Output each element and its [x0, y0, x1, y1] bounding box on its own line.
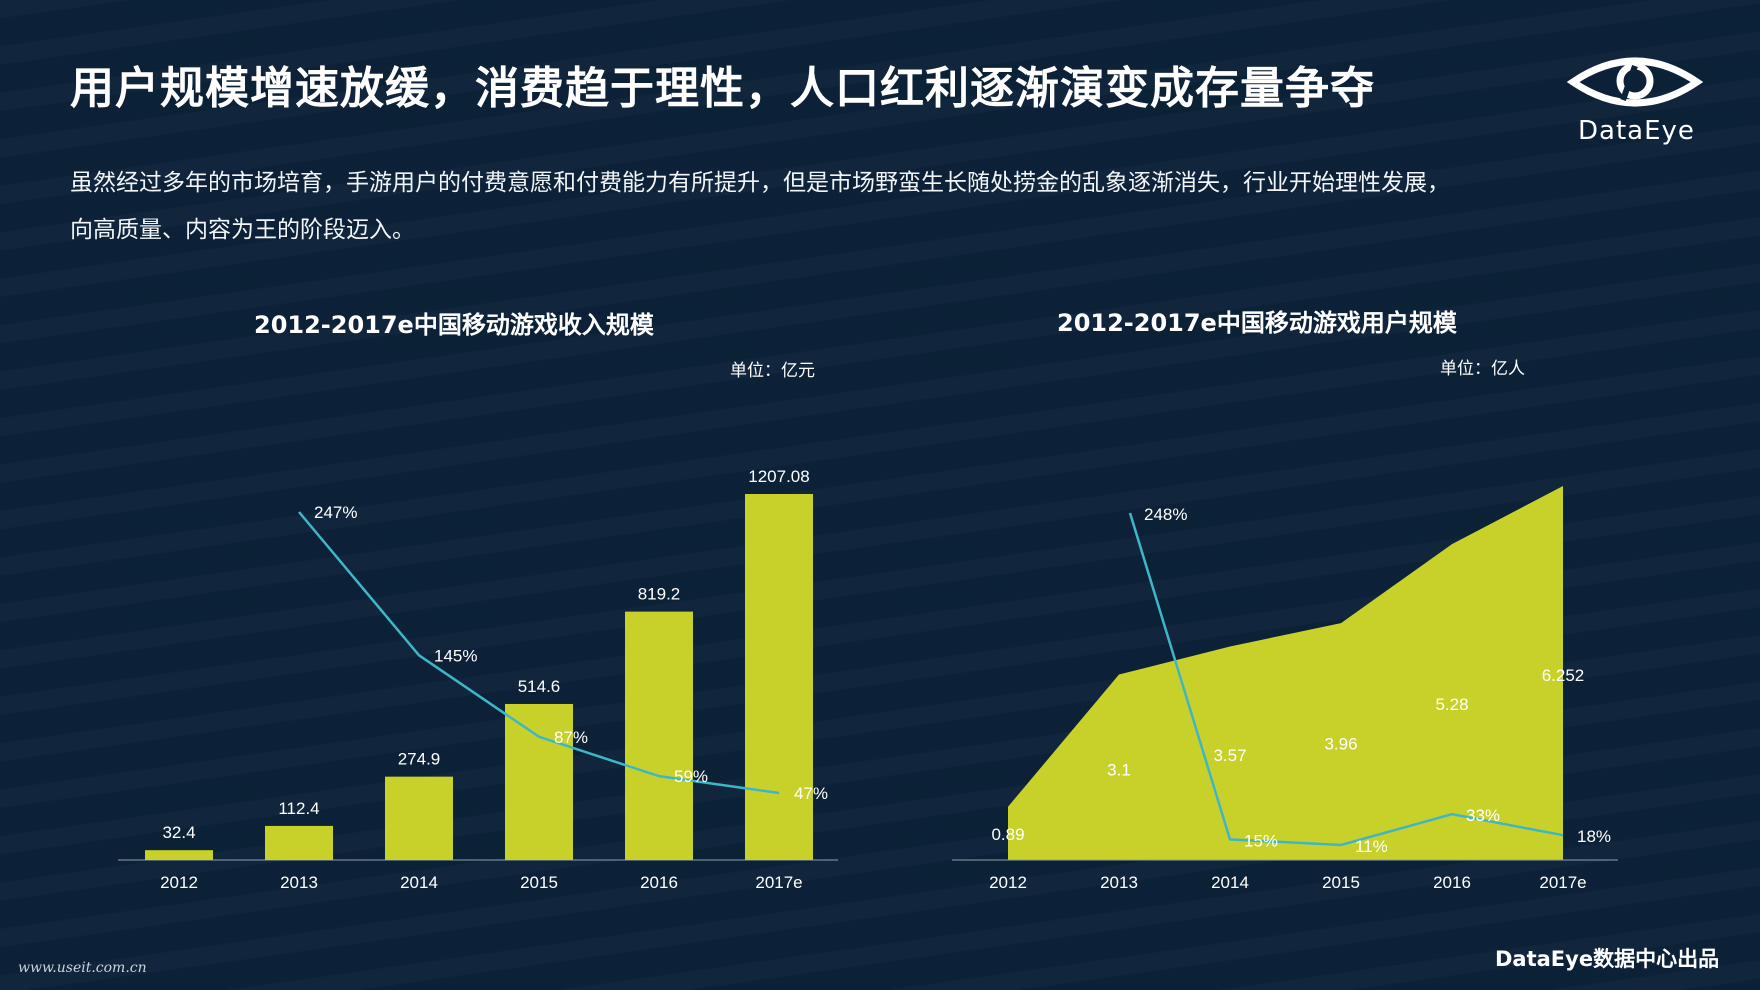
chart1-bar: [385, 776, 453, 860]
intro-text: 虽然经过多年的市场培育，手游用户的付费意愿和付费能力有所提升，但是市场野蛮生长随…: [70, 160, 1610, 254]
chart1-unit: 单位：亿元: [730, 361, 815, 381]
chart2-x-tick-label: 2017e: [1539, 873, 1586, 892]
chart2-unit: 单位：亿人: [1440, 359, 1525, 379]
chart1-x-tick-label: 2013: [280, 873, 318, 892]
chart2-x-tick-label: 2012: [989, 873, 1027, 892]
chart1-bar-value-label: 819.2: [638, 585, 681, 604]
chart1-title: 2012-2017e中国移动游戏收入规模: [254, 311, 654, 339]
chart1-bar-value-label: 32.4: [162, 823, 195, 842]
chart2-growth-line: [1128, 512, 1564, 847]
chart2-value-label: 5.28: [1435, 695, 1468, 714]
chart1-bar-value-label: 1207.08: [748, 467, 809, 486]
chart2-title: 2012-2017e中国移动游戏用户规模: [1057, 309, 1457, 337]
chart2-value-label: 3.1: [1107, 760, 1131, 779]
chart2-growth-label: 15%: [1244, 831, 1278, 850]
chart1-bar: [505, 703, 573, 860]
site-watermark: www.useit.com.cn: [18, 960, 147, 976]
chart2-growth-label: 33%: [1466, 806, 1500, 825]
chart1-bar-value-label: 514.6: [518, 677, 561, 696]
chart2-value-label: 3.96: [1324, 735, 1357, 754]
chart1-growth-line: [298, 511, 780, 795]
chart1-bar: [745, 494, 813, 860]
chart1-growth-label: 59%: [674, 767, 708, 786]
chart2-x-tick-label: 2014: [1211, 873, 1249, 892]
intro-line-1: 虽然经过多年的市场培育，手游用户的付费意愿和付费能力有所提升，但是市场野蛮生长随…: [70, 170, 1450, 196]
page-title: 用户规模增速放缓，消费趋于理性，人口红利逐渐演变成存量争夺: [70, 63, 1375, 114]
chart2-x-tick-label: 2016: [1433, 873, 1471, 892]
chart1-bar-value-label: 112.4: [278, 799, 319, 818]
chart2-area: [1008, 486, 1563, 860]
chart1-bar-value-label: 274.9: [398, 750, 441, 769]
chart2-value-label: 6.252: [1542, 666, 1585, 685]
chart2-value-label: 3.57: [1213, 746, 1246, 765]
dataeye-eye-icon: [1566, 57, 1704, 107]
chart1-growth-label: 47%: [794, 784, 828, 803]
chart2-growth-label: 11%: [1355, 837, 1388, 856]
chart1-x-tick-label: 2017e: [755, 873, 802, 892]
chart1-x-tick-label: 2015: [520, 873, 558, 892]
footer-credit: DataEye数据中心出品: [1495, 947, 1720, 971]
chart1-growth-label: 247%: [314, 503, 357, 522]
chart1-growth-label: 87%: [554, 728, 588, 747]
chart2-x-tick-label: 2015: [1322, 873, 1360, 892]
chart2-x-tick-label: 2013: [1100, 873, 1138, 892]
chart1-bar: [145, 850, 213, 860]
chart2-growth-label: 248%: [1144, 505, 1187, 524]
chart1-bar: [625, 611, 693, 860]
logo-text: DataEye: [1578, 116, 1695, 146]
chart1-x-tick-label: 2014: [400, 873, 438, 892]
chart1-bar: [265, 825, 333, 860]
chart2-growth-label: 18%: [1577, 827, 1611, 846]
chart1-growth-label: 145%: [434, 646, 477, 665]
chart2-value-label: 0.89: [991, 825, 1024, 844]
intro-line-2: 向高质量、内容为王的阶段迈入。: [70, 217, 415, 243]
chart1-x-tick-label: 2016: [640, 873, 678, 892]
chart1-x-tick-label: 2012: [160, 873, 198, 892]
